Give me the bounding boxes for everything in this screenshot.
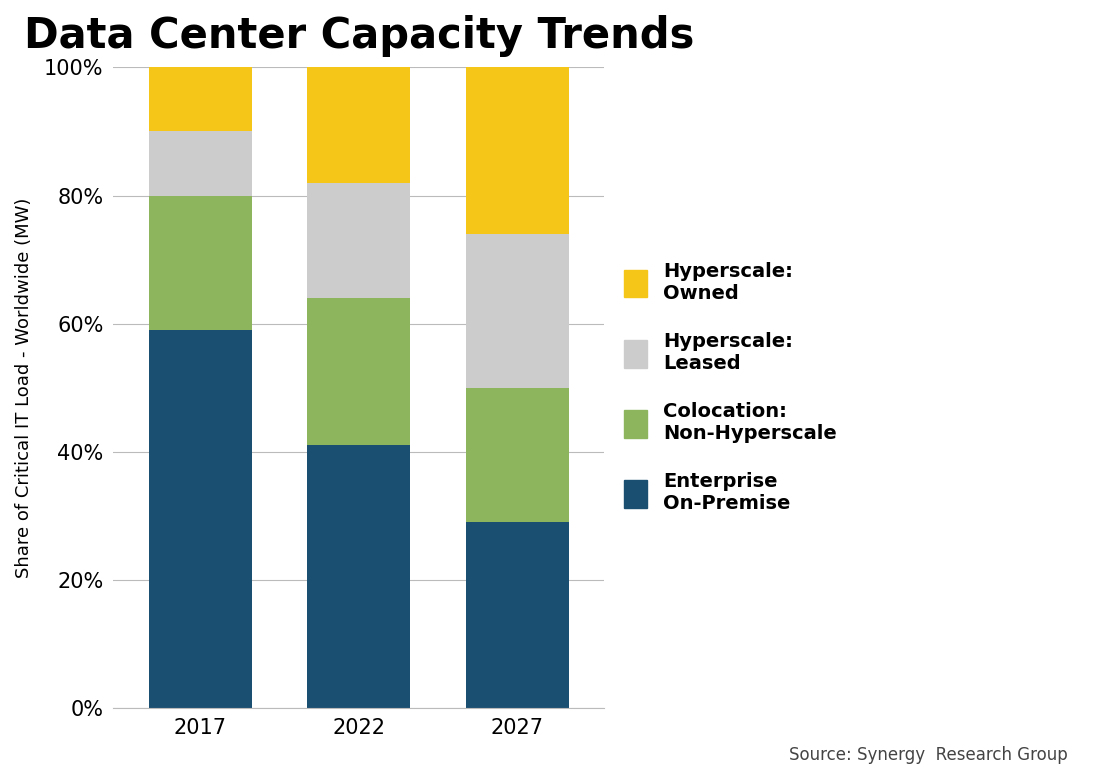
Bar [466, 522, 569, 708]
Bar [466, 234, 569, 388]
Bar [307, 445, 411, 708]
Bar [149, 68, 252, 131]
Text: Source: Synergy  Research Group: Source: Synergy Research Group [789, 747, 1068, 764]
Bar [466, 388, 569, 522]
Bar [149, 131, 252, 196]
Bar [149, 330, 252, 708]
Legend: Hyperscale:
Owned, Hyperscale:
Leased, Colocation:
Non-Hyperscale, Enterprise
On: Hyperscale: Owned, Hyperscale: Leased, C… [624, 262, 837, 514]
Y-axis label: Share of Critical IT Load - Worldwide (MW): Share of Critical IT Load - Worldwide (M… [15, 198, 33, 578]
Bar [307, 68, 411, 182]
Bar [149, 196, 252, 330]
Bar [307, 182, 411, 298]
Title: Data Center Capacity Trends: Data Center Capacity Trends [23, 15, 694, 57]
Bar [466, 68, 569, 234]
Bar [307, 298, 411, 445]
